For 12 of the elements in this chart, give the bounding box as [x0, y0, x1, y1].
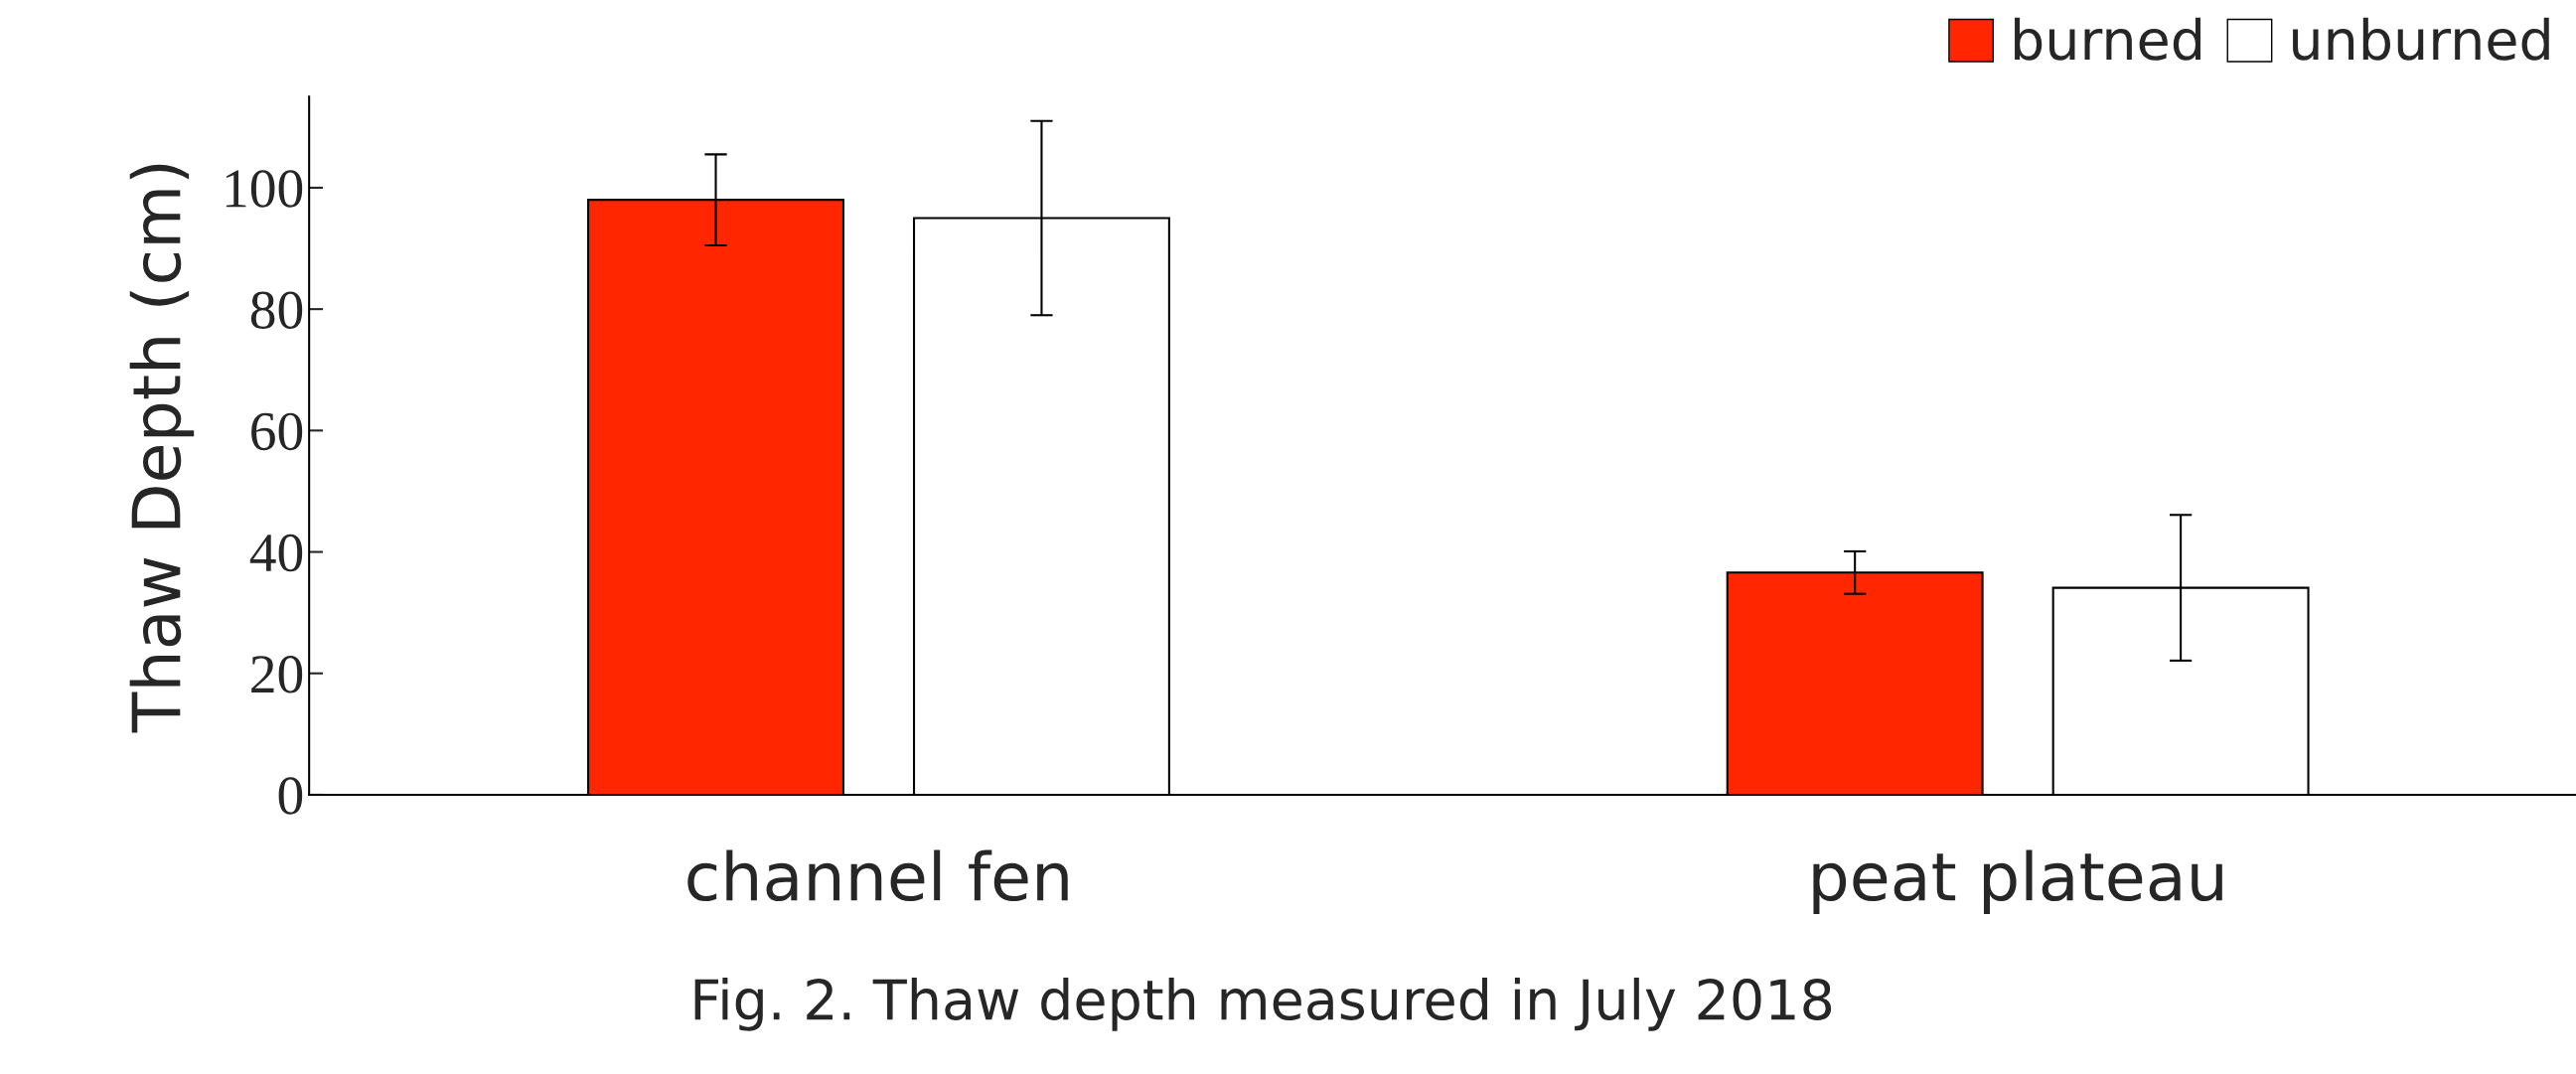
x-tick-label: peat plateau — [1813, 849, 2222, 915]
y-tick-label: 40 — [249, 534, 303, 572]
y-tick-label: 20 — [251, 656, 303, 693]
y-tick-label: 0 — [278, 777, 303, 815]
y-tick-label: 60 — [251, 412, 303, 451]
legend-label: burned — [2015, 17, 2200, 61]
caption: Fig. 2. Thaw depth measured in July 2018 — [694, 977, 1832, 1031]
y-tick-label: 80 — [250, 291, 303, 329]
legend-label: unburned — [2293, 17, 2549, 61]
x-tick-label: channel fen — [687, 849, 1068, 902]
y-tick-label: 100 — [226, 170, 303, 208]
y-axis-title: Thaw Depth (cm) — [129, 164, 195, 733]
